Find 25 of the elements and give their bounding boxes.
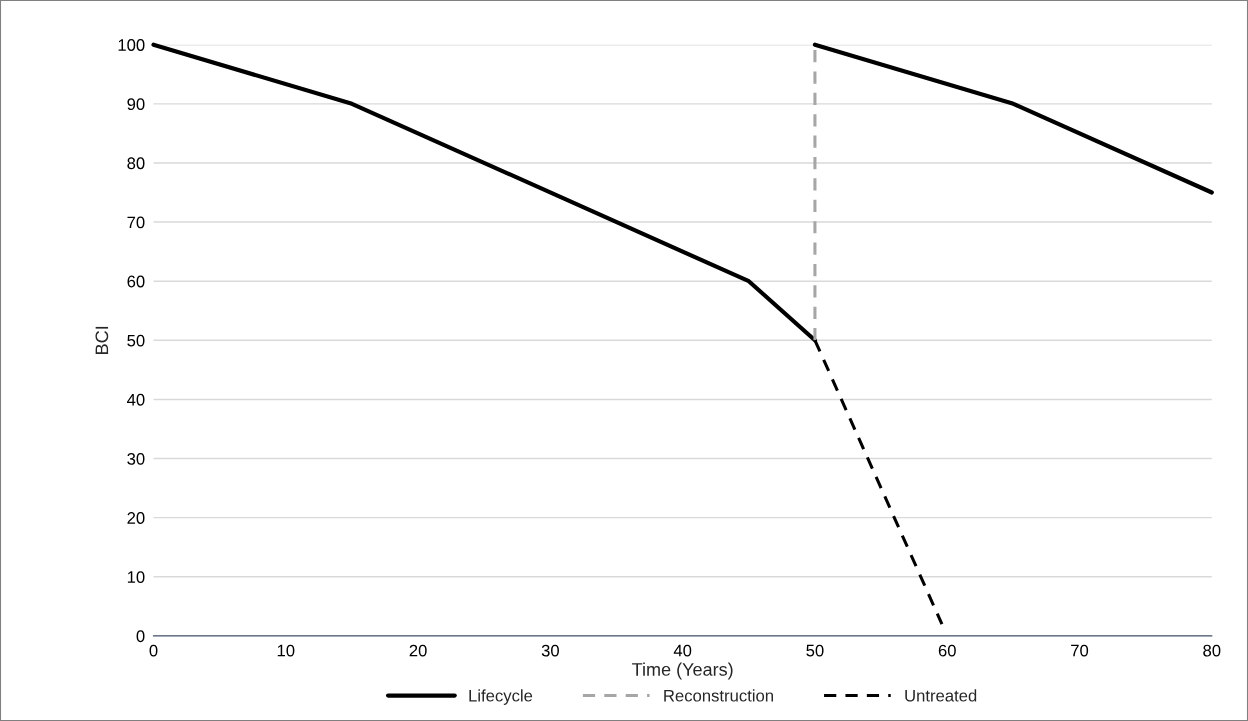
x-tick-label: 20 <box>409 644 427 657</box>
x-tick-label: 0 <box>149 644 158 657</box>
y-tick-label: 0 <box>136 630 145 643</box>
x-tick-label: 40 <box>673 644 692 657</box>
legend-label: Lifecycle <box>469 689 533 705</box>
x-axis-title: Time (Years) <box>632 662 733 680</box>
legend-label: Untreated <box>905 689 977 702</box>
y-tick-label: 80 <box>127 157 145 170</box>
y-tick-label: 100 <box>118 39 145 51</box>
y-tick-label: 50 <box>127 334 145 347</box>
y-axis-title: BCI <box>95 326 109 354</box>
legend-label: Reconstruction <box>664 689 773 702</box>
x-tick-label: 50 <box>806 644 824 657</box>
x-tick-label: 60 <box>938 644 956 657</box>
y-tick-label: 30 <box>127 452 145 465</box>
y-tick-label: 20 <box>127 512 145 524</box>
y-tick-label: 10 <box>127 571 145 583</box>
y-tick-label: 40 <box>127 393 145 406</box>
x-tick-label: 70 <box>1071 644 1089 657</box>
x-tick-label: 30 <box>541 644 559 657</box>
x-tick-label: 10 <box>277 644 295 657</box>
x-tick-label: 80 <box>1203 644 1221 657</box>
y-tick-label: 90 <box>127 98 145 111</box>
y-tick-label: 70 <box>127 216 145 229</box>
y-tick-label: 60 <box>127 275 145 288</box>
